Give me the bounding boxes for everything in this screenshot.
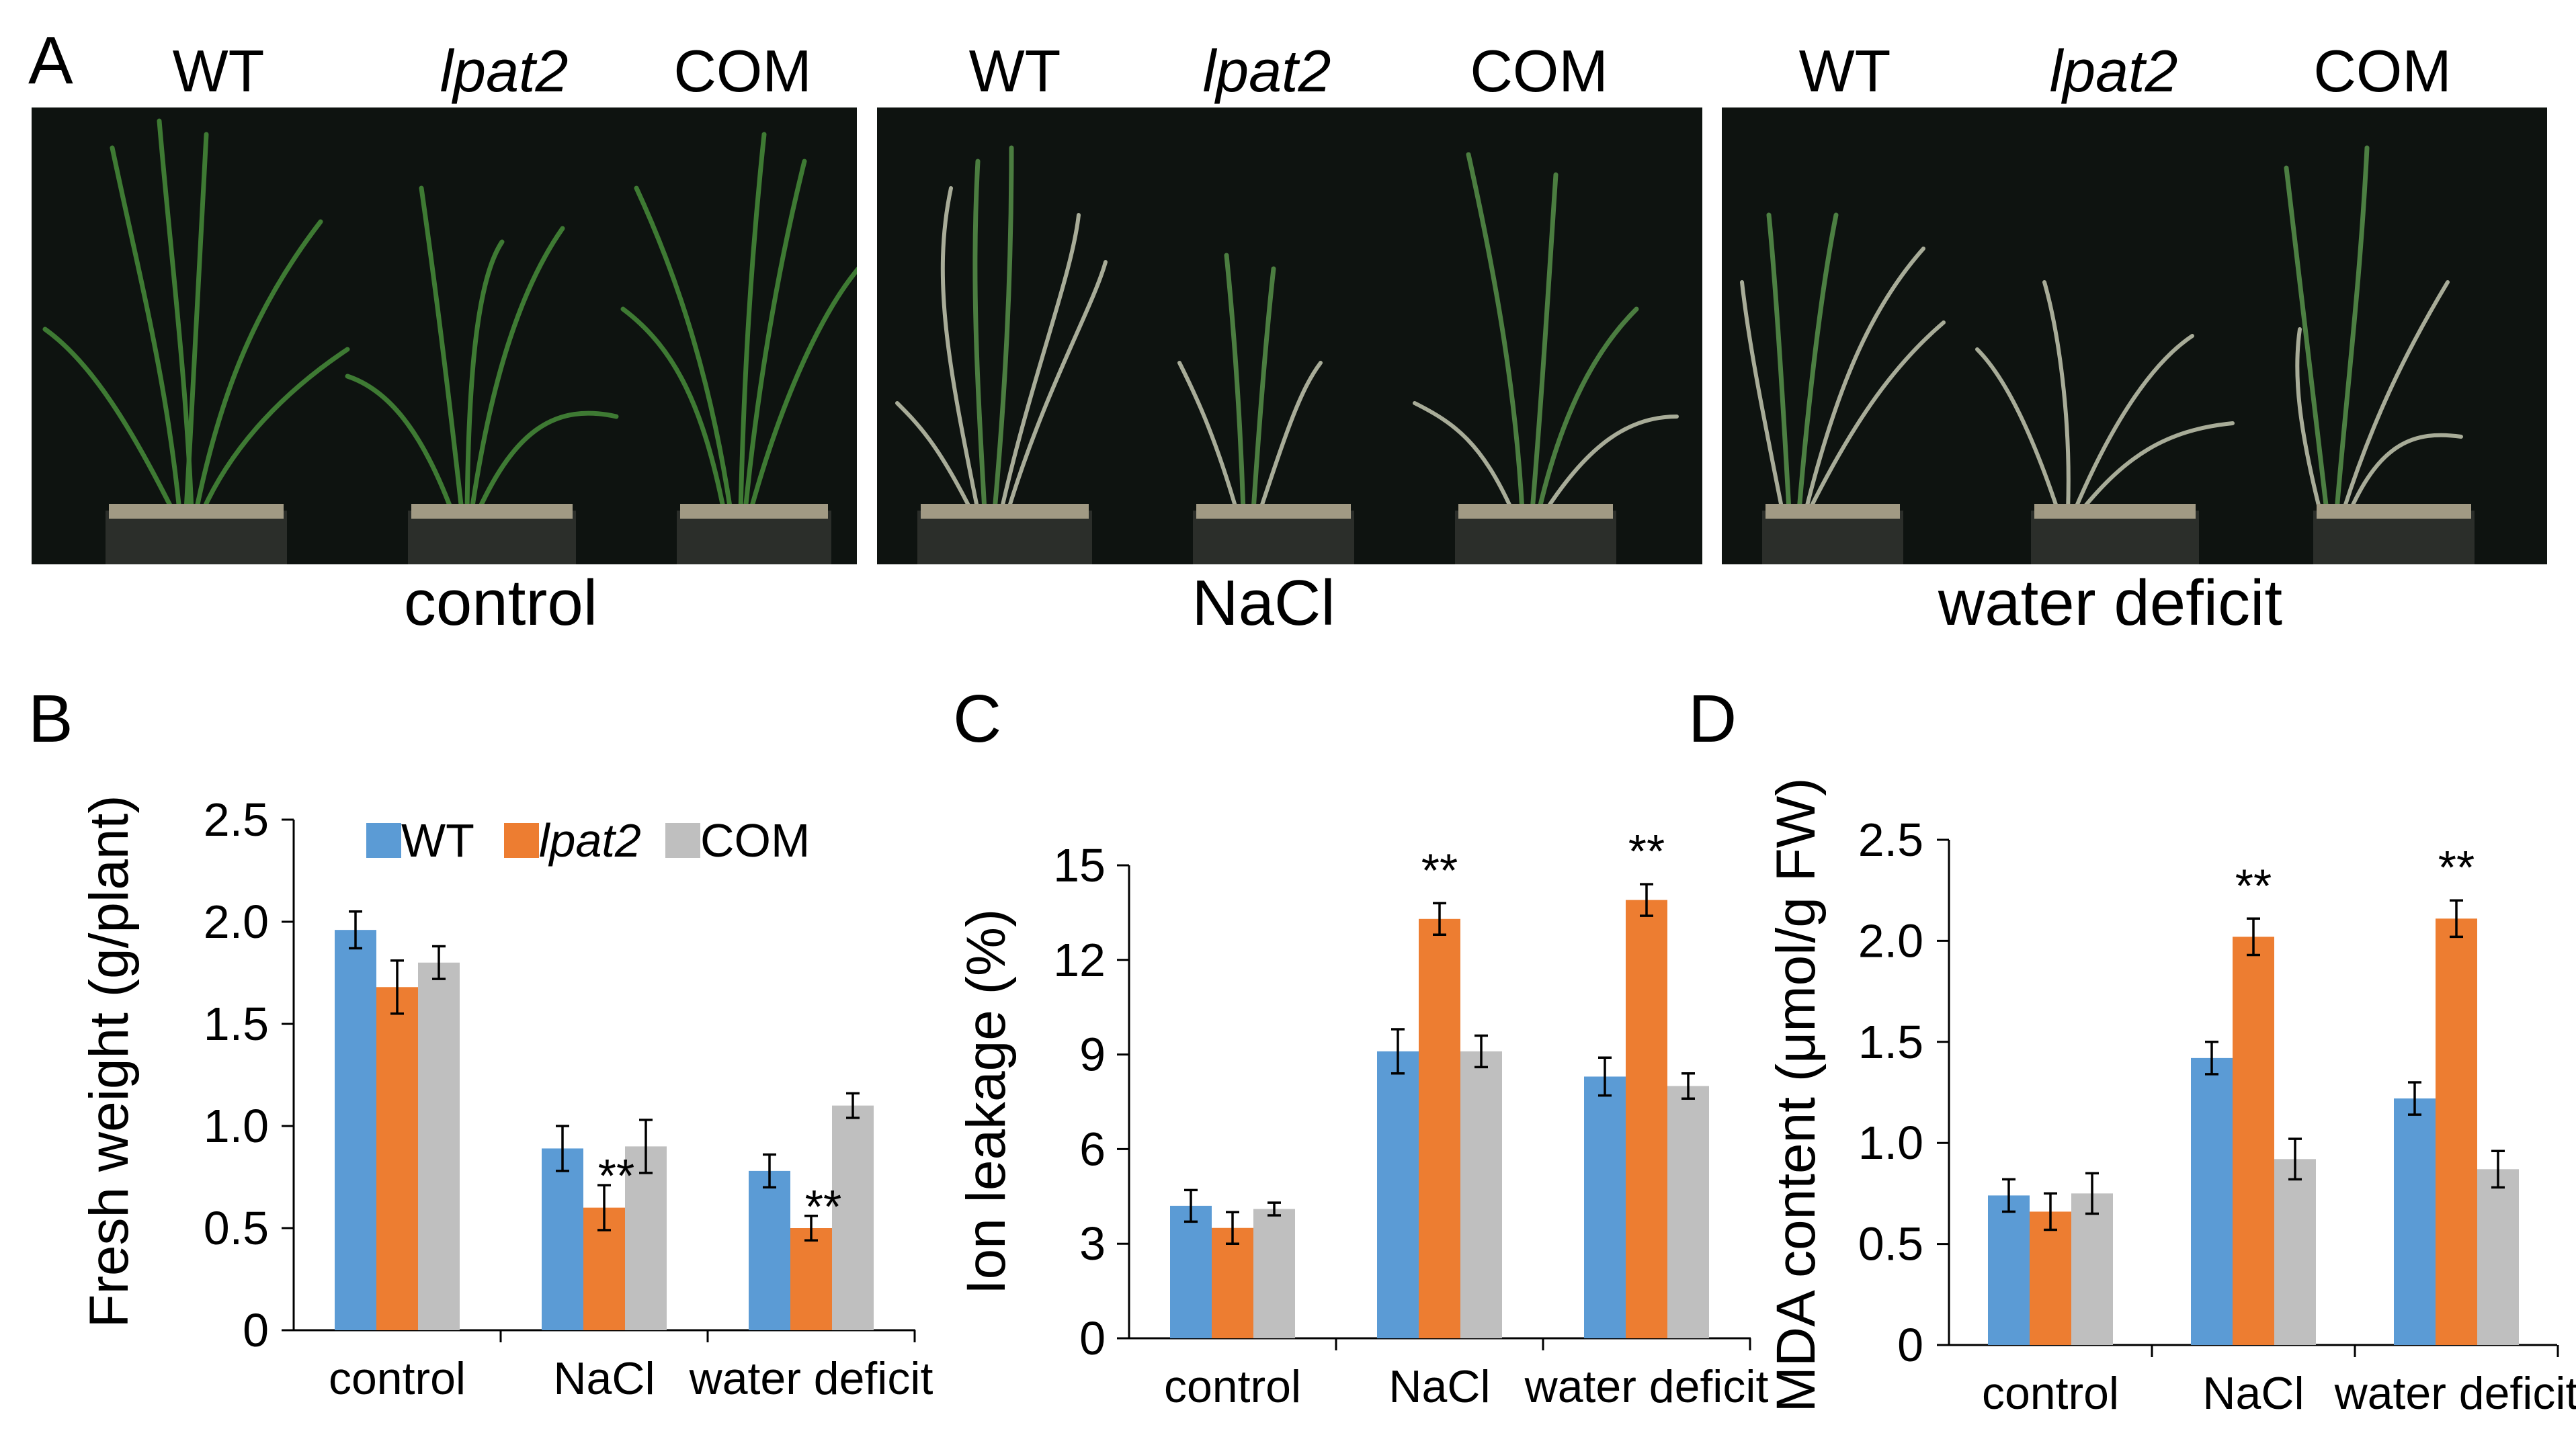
bar-wt [1988,1195,2030,1345]
y-axis-label: Fresh weight (g/plant) [79,795,140,1328]
x-tick-label: water deficit [1524,1361,1769,1412]
ion-leakage-chart: 0 3 6 9 12 15 Ion leakage (%) control NaCl ** wate… [956,825,1769,1412]
photo-caption-nacl: NaCl [1192,567,1335,639]
photo-label-wt: WT [1798,38,1891,104]
bar-wt [2191,1057,2233,1345]
bar-com [625,1146,667,1330]
mda-content-chart: 0 0.5 1.0 1.5 2.0 2.5 MDA content (μmol/g FW) c… [1765,778,2576,1419]
y-tick-label: 0.5 [204,1202,269,1254]
bar-com [418,962,460,1330]
bar-lpat2 [790,1228,832,1330]
y-tick-label: 1.0 [1858,1117,1923,1169]
photo-caption-control: control [403,567,598,639]
bar-com [2477,1169,2519,1345]
significance-marker: ** [2235,859,2272,912]
photo-label-lpat2: lpat2 [1202,38,1331,104]
bar-wt [1584,1076,1626,1338]
bar-lpat2 [2030,1211,2071,1345]
bar-lpat2 [1212,1227,1253,1338]
legend-label-lpat2: lpat2 [539,814,641,867]
y-tick-label: 2.0 [204,896,269,948]
photo-label-com: COM [2313,38,2452,104]
panel-letter-b: B [28,681,73,756]
legend-label-wt: WT [401,814,474,867]
rice-plants-water-deficit-image [1740,145,2475,564]
y-tick-label: 0.5 [1858,1218,1923,1270]
significance-marker: ** [598,1150,634,1202]
y-axis-label: Ion leakage (%) [956,909,1017,1295]
rice-plants-control-image [42,118,857,564]
legend-swatch-lpat2 [504,823,539,858]
legend-swatch-wt [366,823,401,858]
photo-control [32,107,857,564]
legend-label-com: COM [700,814,810,867]
x-tick-label: water deficit [689,1353,933,1404]
photo-caption-water-deficit: water deficit [1938,567,2283,639]
y-tick-label: 2.5 [1858,814,1923,866]
x-tick-label: control [1982,1368,2119,1419]
y-tick-label: 1.0 [204,1100,269,1152]
x-tick-label: NaCl [553,1353,655,1404]
bar-com [832,1105,874,1330]
bar-lpat2 [2436,918,2477,1345]
bar-com [2071,1193,2113,1345]
photo-label-wt: WT [968,38,1061,104]
photo-label-com: COM [673,38,812,104]
bar-wt [2394,1098,2436,1345]
panel-letter-d: D [1688,681,1737,756]
photo-label-lpat2: lpat2 [440,38,569,104]
y-tick-label: 3 [1079,1217,1106,1270]
y-tick-label: 1.5 [204,998,269,1050]
y-tick-label: 6 [1079,1123,1106,1175]
y-tick-label: 1.5 [1858,1016,1923,1068]
x-tick-label: control [329,1353,466,1404]
x-tick-label: control [1164,1361,1301,1412]
bar-lpat2 [1419,918,1460,1338]
y-tick-label: 12 [1053,934,1106,986]
y-tick-label: 15 [1053,839,1106,892]
bar-com [2274,1159,2316,1345]
x-tick-label: NaCl [1388,1361,1490,1412]
bar-com [1460,1051,1502,1338]
bar-wt [749,1170,790,1330]
bar-lpat2 [376,987,418,1330]
bar-wt [1170,1205,1212,1338]
photo-label-com: COM [1470,38,1608,104]
y-tick-label: 0 [1897,1319,1923,1371]
y-tick-label: 0 [1079,1312,1106,1364]
legend-swatch-com [665,823,700,858]
photo-label-wt: WT [172,38,265,104]
bar-com [1253,1209,1295,1338]
bar-lpat2 [2233,937,2274,1345]
y-tick-label: 2.5 [204,793,269,846]
x-tick-label: water deficit [2334,1368,2576,1419]
x-tick-label: NaCl [2202,1368,2304,1419]
significance-marker: ** [2438,841,2475,894]
y-tick-label: 0 [243,1304,269,1356]
panel-letter-a: A [28,23,73,98]
fresh-weight-chart: 0 0.5 1.0 1.5 2.0 2.5 Fresh weight (g/plant) co… [79,793,933,1404]
bar-com [1667,1086,1709,1338]
y-axis-label: MDA content (μmol/g FW) [1765,778,1827,1413]
significance-marker: ** [805,1180,841,1233]
photo-label-lpat2: lpat2 [2049,38,2178,104]
rice-plants-nacl-image [895,145,1679,564]
bar-wt [1377,1051,1419,1338]
y-tick-label: 9 [1079,1029,1106,1081]
photo-nacl [877,107,1702,564]
significance-marker: ** [1421,844,1458,896]
photo-water-deficit [1722,107,2547,564]
significance-marker: ** [1628,825,1665,877]
bar-wt [335,930,376,1330]
panel-letter-c: C [953,681,1002,756]
bar-lpat2 [1626,900,1667,1338]
bar-wt [542,1148,583,1330]
y-tick-label: 2.0 [1858,914,1923,967]
